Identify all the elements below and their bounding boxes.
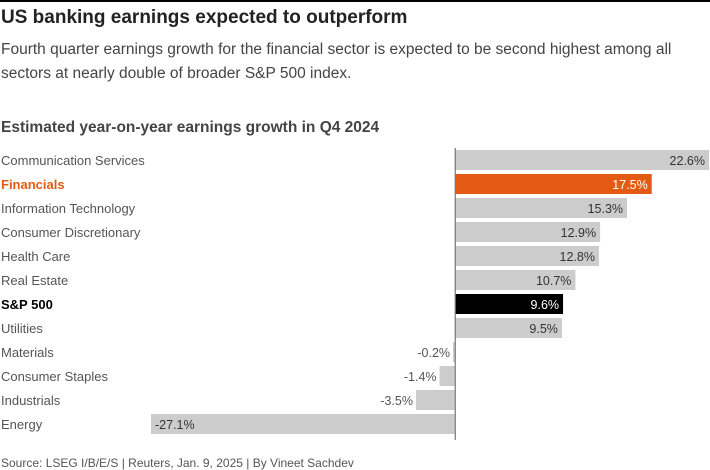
bar-health-care (455, 246, 599, 266)
category-label-communication-services: Communication Services (1, 153, 145, 168)
bar-consumer-discretionary (455, 222, 601, 242)
bar-chart: Communication Services 22.6% Financials 17.… (1, 148, 709, 440)
bar-energy (151, 414, 456, 434)
category-label-health-care: Health Care (1, 249, 70, 264)
value-label-real-estate: 10.7% (536, 274, 571, 288)
page-title: US banking earnings expected to outperfo… (1, 7, 408, 28)
bar-consumer-staples (439, 366, 456, 386)
value-label-industrials: -3.5% (380, 394, 413, 408)
chart-title: Estimated year-on-year earnings growth i… (1, 119, 380, 136)
category-label-information-technology: Information Technology (1, 201, 136, 216)
category-label-utilities: Utilities (1, 321, 43, 336)
bar-information-technology (455, 198, 628, 218)
value-label-energy: -27.1% (155, 418, 195, 432)
bar-financials (455, 174, 652, 194)
bar-industrials (415, 390, 456, 410)
value-label-sandp-500: 9.6% (531, 298, 560, 312)
bar-materials (453, 342, 456, 362)
category-label-real-estate: Real Estate (1, 273, 68, 288)
page-subtitle: Fourth quarter earnings growth for the f… (1, 41, 672, 82)
top-rule (0, 0, 710, 2)
bar-utilities (455, 318, 562, 338)
bar-sandp-500 (455, 294, 564, 314)
category-label-financials: Financials (1, 177, 65, 192)
category-label-energy: Energy (1, 417, 43, 432)
source-note: Source: LSEG I/B/E/S | Reuters, Jan. 9, … (1, 456, 354, 470)
category-label-consumer-staples: Consumer Staples (1, 369, 108, 384)
value-label-utilities: 9.5% (529, 322, 558, 336)
category-label-industrials: Industrials (1, 393, 61, 408)
value-label-financials: 17.5% (612, 178, 647, 192)
value-label-information-technology: 15.3% (588, 202, 623, 216)
category-label-materials: Materials (1, 345, 54, 360)
bar-real-estate (455, 270, 576, 290)
category-label-consumer-discretionary: Consumer Discretionary (1, 225, 141, 240)
value-label-consumer-discretionary: 12.9% (561, 226, 596, 240)
value-label-health-care: 12.8% (560, 250, 595, 264)
value-label-materials: -0.2% (417, 346, 450, 360)
value-label-consumer-staples: -1.4% (404, 370, 437, 384)
value-label-communication-services: 22.6% (670, 154, 705, 168)
category-label-sandp-500: S&P 500 (1, 297, 53, 312)
bar-communication-services (455, 150, 709, 170)
